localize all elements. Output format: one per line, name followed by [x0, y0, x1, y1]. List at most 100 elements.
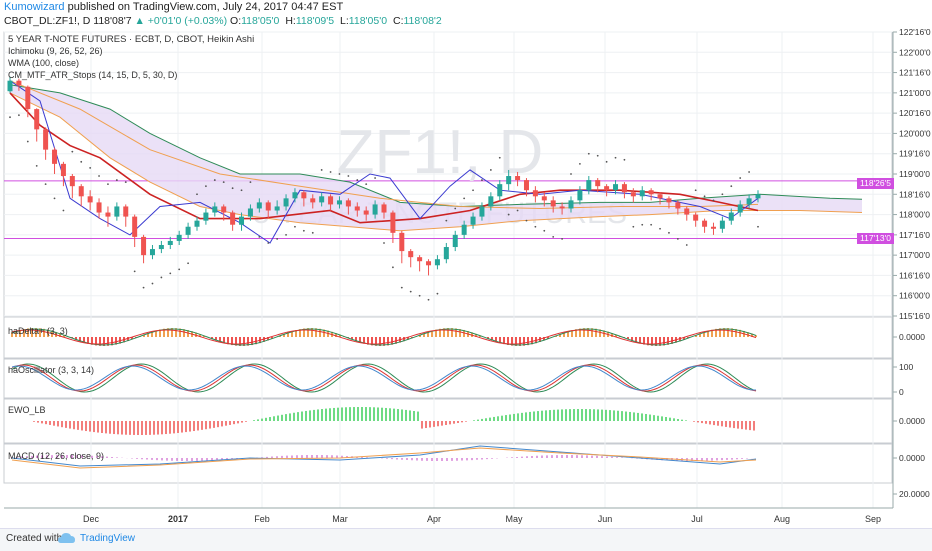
candle-body [541, 196, 547, 201]
atr-stop-dot [543, 229, 546, 232]
atr-stop-dot [62, 209, 65, 212]
candle-body [381, 204, 387, 213]
candle-body [265, 202, 271, 211]
candle-body [185, 226, 191, 235]
author-link[interactable]: Kumowizard [4, 1, 65, 13]
atr-stop-dot [311, 231, 314, 234]
atr-stop-dot [320, 169, 323, 171]
senkou-span-a-line [9, 84, 863, 208]
atr-stop-dot [409, 290, 412, 293]
candle-body [132, 216, 138, 237]
candle-body [292, 192, 298, 199]
candle-body [426, 261, 432, 266]
atr-stop-dot [427, 298, 430, 301]
candle-body [319, 196, 325, 203]
candle-body [194, 220, 200, 227]
x-tick-label: Jun [598, 514, 613, 524]
hadelta-label[interactable]: haDelta+ (3, 3) [8, 326, 68, 336]
atr-stop-dot [231, 187, 234, 190]
candle-body [230, 212, 236, 225]
candle-body [25, 86, 31, 110]
candle-body [639, 190, 645, 197]
atr-stop-dot [213, 179, 216, 181]
atr-stop-dot [561, 238, 563, 240]
candle-body [666, 198, 672, 203]
macd-label[interactable]: MACD (12, 26, close, 9) [8, 451, 105, 461]
candle-body [568, 200, 574, 209]
atr-stop-dot [124, 181, 127, 184]
x-tick-label: Feb [254, 514, 270, 524]
y-tick-label: 116'16'0 [899, 270, 930, 280]
atr-stop-dot [160, 276, 163, 279]
atr-stop-dot [374, 177, 376, 179]
close-key: C: [393, 15, 404, 27]
y-tick-label: 118'16'0 [899, 189, 930, 199]
macd-line [11, 445, 757, 467]
candle-body [452, 234, 458, 248]
y-tick-label: 120'16'0 [899, 108, 931, 118]
candle-body [354, 206, 360, 211]
candle-body [719, 220, 725, 229]
pane-frame [3, 358, 893, 399]
haosc-label[interactable]: haOscillator (3, 3, 14) [8, 365, 95, 375]
atr-stop-dot [596, 154, 599, 157]
y-tick-label: 121'16'0 [899, 68, 931, 78]
macd-signal-line [11, 447, 757, 469]
atr-stop-dot [481, 179, 483, 181]
atr-stop-dot [26, 140, 29, 143]
candle-body [479, 206, 485, 217]
atr-stop-dot [570, 173, 572, 175]
candle-body [274, 206, 280, 211]
y-tick-label: 122'16'0 [899, 28, 931, 37]
candle-body [604, 186, 610, 191]
price-chart[interactable]: ZF1!, D 5 YEAR T-NOTE FUTURES 122'16'012… [0, 28, 932, 528]
atr-stop-dot [356, 179, 359, 181]
low-value: 118'05'0 [348, 15, 388, 27]
atr-stop-dot [685, 244, 688, 246]
candle-body [399, 232, 405, 252]
hadelta-signal-line [11, 329, 757, 345]
ichimoku-cloud [10, 84, 862, 231]
tradingview-brand-link[interactable]: TradingView [80, 533, 136, 544]
atr-stop-dot [739, 177, 742, 179]
candle-body [96, 202, 102, 213]
atr-stop-dot [240, 189, 243, 192]
x-tick-label: May [505, 514, 523, 524]
candle-body [52, 149, 58, 164]
price-tag-upper: 118'26'5 [857, 178, 894, 189]
atr-stop-dot [748, 171, 750, 173]
candle-body [613, 184, 619, 191]
haosc-signal-line [11, 364, 757, 392]
x-tick-label: Mar [332, 514, 348, 524]
atr-stop-dot [222, 181, 225, 184]
candle-body [595, 180, 601, 187]
atr-label[interactable]: CM_MTF_ATR_Stops (14, 15, D, 5, 30, D) [8, 70, 178, 80]
atr-stop-dot [71, 150, 74, 153]
candle-body [675, 202, 681, 209]
sub-tick-label: 0 [899, 387, 904, 397]
atr-stop-dot [400, 286, 403, 289]
chart-title: 5 YEAR T-NOTE FUTURES · ECBT, D, CBOT, H… [8, 34, 255, 45]
ewo-label[interactable]: EWO_LB [8, 405, 46, 415]
atr-stop-dot [516, 209, 519, 212]
atr-stop-dot [650, 223, 653, 226]
atr-stop-dot [418, 294, 421, 297]
candle-body [60, 163, 66, 177]
atr-stop-dot [436, 292, 439, 295]
ichimoku-label[interactable]: Ichimoku (9, 26, 52, 26) [8, 46, 103, 56]
candle-body [328, 196, 334, 205]
y-tick-label: 117'16'0 [899, 230, 930, 240]
candle-body [221, 206, 227, 213]
candle-body [417, 257, 423, 262]
atr-stop-dot [267, 242, 270, 244]
atr-stop-dot [525, 219, 528, 222]
candle-body [550, 200, 556, 207]
wma-label[interactable]: WMA (100, close) [8, 58, 80, 68]
candle-body [363, 210, 369, 215]
y-tick-label: 116'00'0 [899, 291, 930, 301]
atr-stop-dot [507, 213, 510, 216]
candle-body [702, 220, 708, 227]
candle-body [105, 212, 111, 217]
candle-body [523, 180, 529, 191]
candle-body [648, 190, 654, 195]
